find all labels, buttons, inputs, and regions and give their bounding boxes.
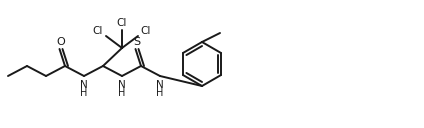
Text: O: O — [57, 37, 65, 47]
Text: S: S — [134, 37, 141, 47]
Text: N: N — [156, 80, 164, 90]
Text: H: H — [80, 88, 88, 98]
Text: Cl: Cl — [141, 26, 151, 36]
Text: Cl: Cl — [93, 26, 103, 36]
Text: N: N — [118, 80, 126, 90]
Text: H: H — [118, 88, 126, 98]
Text: H: H — [156, 88, 164, 98]
Text: Cl: Cl — [117, 18, 127, 28]
Text: N: N — [80, 80, 88, 90]
